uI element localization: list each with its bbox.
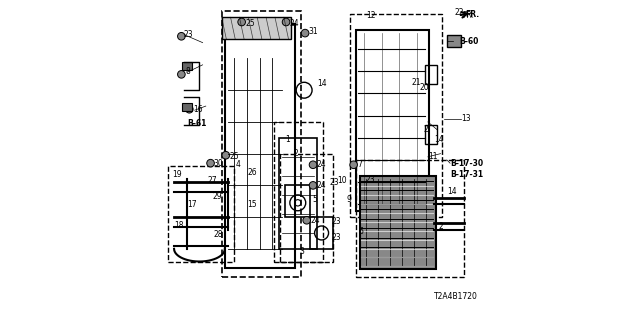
Text: B-60: B-60 [459, 36, 478, 45]
Text: 10: 10 [337, 176, 347, 185]
Text: 24: 24 [290, 19, 300, 28]
Text: 5: 5 [312, 195, 317, 204]
Text: 6: 6 [358, 227, 363, 236]
Text: 24: 24 [317, 181, 326, 190]
Circle shape [301, 29, 309, 37]
Circle shape [186, 105, 193, 113]
Text: B-17-30: B-17-30 [450, 159, 483, 168]
Text: 15: 15 [247, 200, 257, 209]
Text: 12: 12 [366, 11, 376, 20]
Bar [168, 166, 234, 261]
Bar [360, 176, 436, 269]
Polygon shape [221, 17, 291, 39]
Text: 16: 16 [193, 105, 203, 114]
Text: FR.: FR. [462, 11, 474, 20]
Bar [280, 154, 333, 261]
Text: 14: 14 [447, 187, 456, 196]
Text: 1: 1 [285, 135, 290, 144]
Text: 18: 18 [174, 220, 184, 229]
Text: 23: 23 [331, 217, 340, 226]
Text: 23: 23 [330, 178, 339, 187]
Text: 22: 22 [455, 8, 464, 17]
Bar [425, 125, 437, 144]
Circle shape [309, 161, 317, 169]
Text: 7: 7 [357, 160, 362, 169]
Text: 8: 8 [185, 67, 190, 76]
Text: 14: 14 [317, 79, 326, 88]
Text: 23: 23 [366, 174, 376, 184]
Circle shape [177, 70, 185, 78]
Bar [279, 138, 317, 249]
Text: 28: 28 [214, 230, 223, 239]
Circle shape [282, 18, 290, 26]
Text: 25: 25 [230, 152, 239, 161]
Text: 2: 2 [423, 125, 428, 134]
Circle shape [350, 161, 357, 169]
Text: 13: 13 [461, 114, 471, 123]
Bar [425, 65, 437, 84]
Text: 11: 11 [428, 152, 437, 161]
Text: 20: 20 [420, 83, 429, 92]
Circle shape [303, 216, 310, 224]
Text: 2: 2 [293, 149, 298, 158]
Text: 30: 30 [214, 159, 223, 168]
Text: 26: 26 [247, 168, 257, 177]
Bar [310, 217, 333, 249]
Text: B-61: B-61 [187, 119, 206, 128]
Text: 24: 24 [317, 160, 326, 169]
Text: 4: 4 [236, 160, 241, 169]
Bar [350, 14, 442, 217]
Bar [356, 160, 465, 277]
Text: 23: 23 [184, 30, 193, 39]
Text: 31: 31 [309, 27, 319, 36]
Circle shape [222, 151, 230, 159]
Text: 3: 3 [300, 247, 304, 257]
Text: 24: 24 [310, 216, 320, 225]
Text: 27: 27 [207, 176, 217, 185]
Bar [182, 62, 191, 69]
Text: 2: 2 [439, 222, 444, 231]
Text: T2A4B1720: T2A4B1720 [434, 292, 478, 301]
Circle shape [177, 32, 185, 40]
Text: B-17-31: B-17-31 [450, 170, 483, 179]
Bar [274, 122, 323, 261]
Bar [182, 103, 191, 111]
Bar [225, 24, 294, 268]
Text: 29: 29 [212, 192, 222, 201]
Bar [356, 30, 429, 211]
Circle shape [207, 159, 214, 167]
Bar [285, 185, 310, 217]
Text: FR.: FR. [465, 10, 479, 19]
Circle shape [238, 18, 246, 26]
Bar [447, 35, 461, 47]
Text: 19: 19 [173, 170, 182, 179]
Text: 9: 9 [347, 195, 352, 204]
Text: 25: 25 [246, 19, 255, 28]
Text: 14: 14 [434, 135, 444, 144]
Text: 21: 21 [412, 78, 422, 87]
Text: 17: 17 [187, 200, 196, 209]
Text: 23: 23 [331, 233, 340, 242]
Circle shape [309, 181, 317, 189]
